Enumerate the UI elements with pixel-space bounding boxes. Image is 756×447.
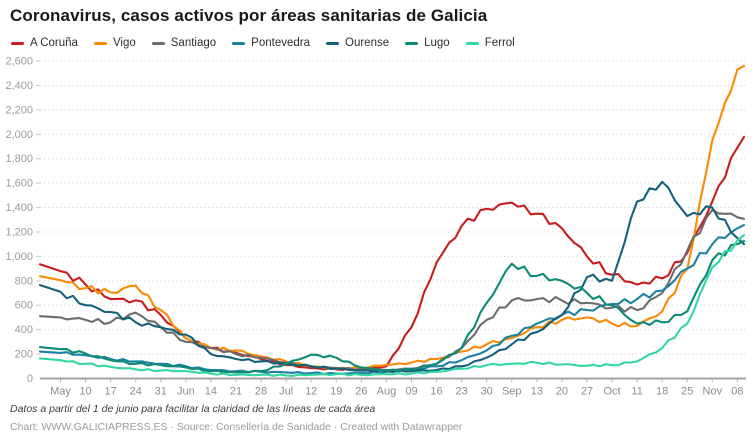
- legend-label: Lugo: [424, 37, 450, 49]
- legend-item-ferrol: Ferrol: [465, 37, 515, 49]
- x-tick-label: 20: [556, 386, 568, 398]
- y-tick-label: 200: [15, 349, 33, 361]
- legend-item-a-coruña: A Coruña: [11, 37, 78, 49]
- series-line-a-coruña: [38, 135, 746, 372]
- y-tick-label: 2,000: [5, 129, 33, 141]
- legend-swatch: [11, 41, 24, 45]
- legend-label: Vigo: [112, 37, 136, 49]
- series-line-pontevedra: [38, 224, 746, 376]
- legend-label: Pontevedra: [251, 37, 310, 49]
- legend-swatch: [232, 41, 246, 45]
- legend-swatch: [405, 41, 419, 45]
- x-tick-label: Jun: [177, 386, 195, 398]
- legend-item-pontevedra: Pontevedra: [232, 37, 310, 49]
- x-tick-label: 13: [531, 386, 543, 398]
- x-tick-label: 09: [405, 386, 417, 398]
- x-tick-label: 21: [230, 386, 242, 398]
- y-tick-label: 1,000: [5, 251, 33, 263]
- x-tick-label: 26: [355, 386, 367, 398]
- legend-label: Ourense: [345, 37, 390, 49]
- legend-item-santiago: Santiago: [151, 37, 217, 49]
- y-tick-label: 2,400: [5, 80, 33, 92]
- legend-item-vigo: Vigo: [93, 37, 136, 49]
- x-tick-label: Jul: [279, 386, 293, 398]
- x-tick-label: 10: [79, 386, 91, 398]
- x-tick-label: 25: [681, 386, 693, 398]
- legend-label: Ferrol: [484, 37, 515, 49]
- legend-swatch: [93, 41, 107, 45]
- x-tick-label: 08: [731, 386, 743, 398]
- y-tick-label: 0: [27, 373, 33, 385]
- y-tick-label: 2,200: [5, 104, 33, 116]
- credit-line: Chart: WWW.GALICIAPRESS.ES · Source: Con…: [10, 421, 463, 433]
- y-tick-label: 1,200: [5, 226, 33, 238]
- legend-label: A Coruña: [30, 37, 78, 49]
- series-line-santiago: [38, 208, 746, 372]
- x-tick-label: Sep: [502, 386, 522, 398]
- y-tick-label: 600: [15, 300, 33, 312]
- footnote: Datos a partir del 1 de junio para facil…: [10, 403, 376, 415]
- y-tick-label: 2,600: [5, 56, 33, 68]
- x-tick-label: Oct: [603, 386, 620, 398]
- x-tick-label: Aug: [377, 386, 397, 398]
- x-tick-label: 28: [255, 386, 267, 398]
- x-tick-label: 16: [430, 386, 442, 398]
- y-tick-label: 800: [15, 275, 33, 287]
- x-tick-label: 12: [305, 386, 317, 398]
- legend-swatch: [465, 41, 479, 45]
- series-line-ferrol: [38, 234, 746, 378]
- x-tick-label: 11: [631, 386, 642, 398]
- series-line-vigo: [38, 64, 746, 371]
- x-tick-label: 19: [330, 386, 342, 398]
- line-chart-plot: 0 200 400 600 800 1,000 1,200 1,400 1,600 1,800 2,…: [5, 56, 746, 398]
- x-tick-label: May: [50, 386, 71, 398]
- legend-swatch: [151, 41, 165, 45]
- series-line-lugo: [38, 239, 746, 374]
- x-tick-label: 14: [205, 386, 217, 398]
- legend-item-lugo: Lugo: [405, 37, 450, 49]
- y-tick-label: 1,800: [5, 153, 33, 165]
- y-tick-label: 400: [15, 324, 33, 336]
- legend-item-ourense: Ourense: [326, 37, 389, 49]
- y-tick-label: 1,400: [5, 202, 33, 214]
- series-line-ourense: [38, 180, 746, 374]
- legend-swatch: [326, 41, 339, 45]
- x-tick-label: 31: [155, 386, 167, 398]
- x-tick-label: 24: [130, 386, 142, 398]
- x-tick-label: 30: [481, 386, 493, 398]
- x-tick-label: 17: [105, 386, 117, 398]
- x-tick-label: Nov: [703, 386, 723, 398]
- chart-legend: A Coruña Vigo Santiago Pontevedra Ourense Lug…: [11, 37, 515, 49]
- x-tick-label: 27: [581, 386, 593, 398]
- y-tick-label: 1,600: [5, 178, 33, 190]
- x-tick-label: 18: [656, 386, 668, 398]
- x-tick-label: 23: [455, 386, 467, 398]
- chart-title: Coronavirus, casos activos por áreas san…: [10, 6, 488, 25]
- legend-label: Santiago: [170, 37, 217, 49]
